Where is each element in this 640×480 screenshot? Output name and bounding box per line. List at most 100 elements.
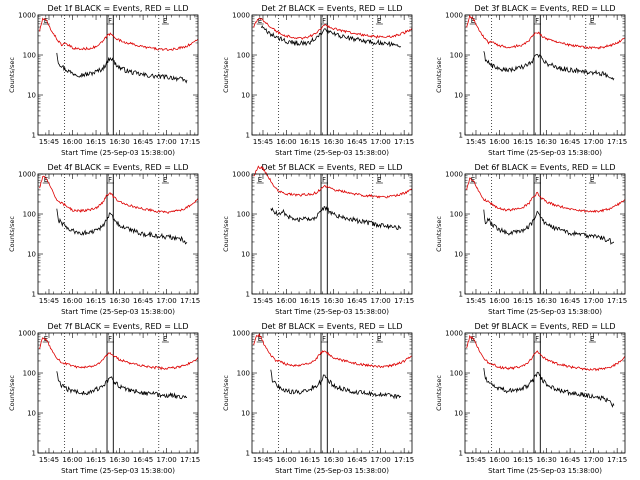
x-tick-label: 16:45 xyxy=(347,456,367,464)
segment-annotation: E xyxy=(377,335,381,343)
y-tick-label: 1 xyxy=(32,132,36,140)
x-tick-label: 17:15 xyxy=(180,297,200,305)
plot-frame xyxy=(464,173,626,295)
y-tick-label: 1000 xyxy=(445,330,463,338)
x-tick-label: 16:15 xyxy=(513,456,533,464)
x-tick-label: 16:15 xyxy=(513,138,533,146)
panel-title: Det 3f BLACK = Events, RED = LLD xyxy=(474,4,615,13)
panel-det-2: Det 2f BLACK = Events, RED = LLD Counts/s… xyxy=(222,4,414,157)
panel-det-9: Det 9f BLACK = Events, RED = LLD Counts/s… xyxy=(435,322,627,475)
y-tick-label: 10 xyxy=(27,92,36,100)
y-tick-label: 10 xyxy=(454,251,463,259)
segment-annotation: E xyxy=(258,176,262,184)
y-tick-label: 1 xyxy=(459,291,463,299)
panel-title: Det 9f BLACK = Events, RED = LLD xyxy=(474,322,615,331)
segment-annotation: E xyxy=(163,17,167,25)
x-tick-label: 16:15 xyxy=(513,297,533,305)
plot-frame xyxy=(251,14,413,136)
y-tick-label: 10 xyxy=(241,92,250,100)
y-tick-label: 10 xyxy=(454,92,463,100)
series-line-lld xyxy=(39,337,199,371)
plot-frame xyxy=(37,173,199,295)
x-tick-label: 16:00 xyxy=(489,138,509,146)
y-tick-label: 10 xyxy=(241,251,250,259)
x-tick-label: 15:45 xyxy=(466,297,486,305)
y-tick-label: 1000 xyxy=(18,330,36,338)
x-tick-label: 17:00 xyxy=(371,456,391,464)
segment-annotation: F xyxy=(108,335,112,343)
segment-annotation: F xyxy=(535,17,539,25)
x-tick-label: 17:15 xyxy=(607,456,627,464)
x-tick-label: 17:00 xyxy=(371,297,391,305)
x-tick-label: 16:30 xyxy=(323,138,343,146)
segment-annotation: E xyxy=(163,176,167,184)
panel-det-1: Det 1f BLACK = Events, RED = LLD Counts/s… xyxy=(8,4,200,157)
segment-annotation: F xyxy=(535,176,539,184)
y-tick-label: 10 xyxy=(454,410,463,418)
series-line-lld xyxy=(466,335,626,372)
x-tick-label: 17:00 xyxy=(584,297,604,305)
series-line-lld xyxy=(39,17,199,51)
plot-frame xyxy=(251,332,413,454)
segment-annotation: F xyxy=(322,17,326,25)
x-tick-label: 16:00 xyxy=(276,456,296,464)
x-axis-label: Start Time (25-Sep-03 15:38:00) xyxy=(61,467,175,475)
y-tick-label: 1 xyxy=(32,291,36,299)
x-axis-label: Start Time (25-Sep-03 15:38:00) xyxy=(275,467,389,475)
series-line-events xyxy=(56,52,188,84)
x-tick-label: 16:30 xyxy=(536,297,556,305)
y-tick-label: 1000 xyxy=(445,12,463,20)
x-tick-label: 16:45 xyxy=(133,456,153,464)
x-tick-label: 16:00 xyxy=(62,138,82,146)
panel-det-7: Det 7f BLACK = Events, RED = LLD Counts/s… xyxy=(8,322,200,475)
y-tick-label: 1000 xyxy=(232,12,250,20)
y-axis-label: Counts/sec xyxy=(435,216,443,252)
y-tick-label: 1000 xyxy=(18,171,36,179)
x-tick-label: 16:30 xyxy=(536,456,556,464)
series-line-lld xyxy=(466,177,626,213)
x-tick-label: 16:30 xyxy=(109,456,129,464)
x-tick-label: 16:45 xyxy=(133,138,153,146)
y-axis-label: Counts/sec xyxy=(8,375,16,411)
series-line-events xyxy=(56,371,187,400)
x-tick-label: 16:15 xyxy=(86,456,106,464)
plot-frame xyxy=(37,14,199,136)
y-tick-label: 1 xyxy=(32,450,36,458)
x-tick-label: 17:15 xyxy=(394,456,414,464)
x-tick-label: 17:15 xyxy=(607,297,627,305)
series-line-events xyxy=(270,369,402,400)
y-tick-label: 100 xyxy=(237,52,250,60)
y-tick-label: 100 xyxy=(23,211,36,219)
panel-title: Det 6f BLACK = Events, RED = LLD xyxy=(474,163,615,172)
segment-annotation: E xyxy=(377,17,381,25)
x-tick-label: 17:00 xyxy=(371,138,391,146)
x-tick-label: 16:00 xyxy=(62,297,82,305)
segment-annotation: F xyxy=(322,176,326,184)
x-tick-label: 17:15 xyxy=(180,138,200,146)
segment-annotation: E xyxy=(163,335,167,343)
y-tick-label: 100 xyxy=(237,211,250,219)
segment-annotation: E xyxy=(377,176,381,184)
panel-title: Det 4f BLACK = Events, RED = LLD xyxy=(47,163,188,172)
panel-det-6: Det 6f BLACK = Events, RED = LLD Counts/s… xyxy=(435,163,627,316)
x-tick-label: 17:15 xyxy=(607,138,627,146)
panel-title: Det 7f BLACK = Events, RED = LLD xyxy=(47,322,188,331)
y-tick-label: 1 xyxy=(246,132,250,140)
x-tick-label: 15:45 xyxy=(39,138,59,146)
x-tick-label: 15:45 xyxy=(253,297,273,305)
x-axis-label: Start Time (25-Sep-03 15:38:00) xyxy=(488,467,602,475)
y-tick-label: 10 xyxy=(27,251,36,259)
y-tick-label: 1 xyxy=(459,132,463,140)
series-line-events xyxy=(270,205,402,231)
series-line-events xyxy=(56,208,188,245)
y-tick-label: 10 xyxy=(241,410,250,418)
y-axis-label: Counts/sec xyxy=(435,57,443,93)
y-axis-label: Counts/sec xyxy=(8,216,16,252)
y-tick-label: 100 xyxy=(23,52,36,60)
plot-frame xyxy=(251,173,413,295)
y-axis-label: Counts/sec xyxy=(8,57,16,93)
panel-title: Det 8f BLACK = Events, RED = LLD xyxy=(261,322,402,331)
plot-frame xyxy=(37,332,199,454)
series-line-events xyxy=(483,209,615,245)
